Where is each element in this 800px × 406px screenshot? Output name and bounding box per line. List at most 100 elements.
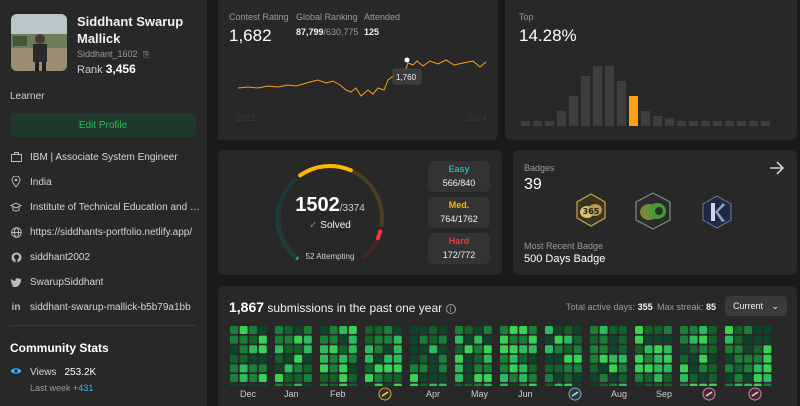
heatmap-cell[interactable] <box>509 354 518 363</box>
heatmap-cell[interactable] <box>599 326 608 334</box>
heatmap-cell[interactable] <box>708 364 717 373</box>
heatmap-cell[interactable] <box>329 335 338 344</box>
heatmap-cell[interactable] <box>239 364 248 373</box>
heatmap-cell[interactable] <box>464 374 473 382</box>
heatmap-cell[interactable] <box>348 345 357 354</box>
heatmap-cell[interactable] <box>725 326 733 334</box>
heatmap-cell[interactable] <box>744 383 753 386</box>
heatmap-cell[interactable] <box>249 354 258 363</box>
heatmap-cell[interactable] <box>654 335 663 344</box>
heatmap-cell[interactable] <box>573 383 582 386</box>
heatmap-cell[interactable] <box>528 383 537 386</box>
heatmap-cell[interactable] <box>609 383 618 386</box>
heatmap-cell[interactable] <box>239 383 248 386</box>
heatmap-cell[interactable] <box>438 345 447 354</box>
heatmap-cell[interactable] <box>320 383 328 386</box>
heatmap-cell[interactable] <box>663 354 672 363</box>
heatmap-cell[interactable] <box>725 364 733 373</box>
heatmap-cell[interactable] <box>239 354 248 363</box>
heatmap-cell[interactable] <box>663 326 672 334</box>
heatmap-cell[interactable] <box>590 335 598 344</box>
heatmap-cell[interactable] <box>609 354 618 363</box>
heatmap-cell[interactable] <box>644 364 653 373</box>
heatmap-cell[interactable] <box>365 345 373 354</box>
heatmap-cell[interactable] <box>699 374 708 382</box>
info-icon[interactable]: i <box>445 304 456 314</box>
heatmap-cell[interactable] <box>410 326 418 334</box>
heatmap-cell[interactable] <box>464 383 473 386</box>
heatmap-cell[interactable] <box>474 354 483 363</box>
heatmap-cell[interactable] <box>258 326 267 334</box>
heatmap-cell[interactable] <box>258 354 267 363</box>
heatmap-cell[interactable] <box>438 326 447 334</box>
heatmap-cell[interactable] <box>393 383 402 386</box>
heatmap-cell[interactable] <box>384 326 393 334</box>
heatmap-cell[interactable] <box>744 354 753 363</box>
heatmap-cell[interactable] <box>590 383 598 386</box>
heatmap-cell[interactable] <box>708 383 717 386</box>
heatmap-cell[interactable] <box>599 354 608 363</box>
monthly-badge-icon[interactable] <box>702 387 716 406</box>
heatmap-cell[interactable] <box>519 335 528 344</box>
heatmap-cell[interactable] <box>303 326 312 334</box>
heatmap-cell[interactable] <box>429 345 438 354</box>
heatmap-cell[interactable] <box>348 326 357 334</box>
heatmap-cell[interactable] <box>249 345 258 354</box>
heatmap-cell[interactable] <box>590 326 598 334</box>
heatmap-cell[interactable] <box>519 383 528 386</box>
heatmap-cell[interactable] <box>573 335 582 344</box>
heatmap-cell[interactable] <box>239 374 248 382</box>
heatmap-cell[interactable] <box>644 374 653 382</box>
heatmap-cell[interactable] <box>455 374 463 382</box>
heatmap-cell[interactable] <box>410 364 418 373</box>
heatmap-cell[interactable] <box>654 374 663 382</box>
heatmap-cell[interactable] <box>249 364 258 373</box>
heatmap-cell[interactable] <box>753 326 762 334</box>
heatmap-cell[interactable] <box>519 354 528 363</box>
heatmap-cell[interactable] <box>258 374 267 382</box>
heatmap-cell[interactable] <box>509 383 518 386</box>
heatmap-cell[interactable] <box>284 364 293 373</box>
heatmap-cell[interactable] <box>554 335 563 344</box>
heatmap-cell[interactable] <box>258 335 267 344</box>
heatmap-cell[interactable] <box>680 354 688 363</box>
heatmap-cell[interactable] <box>545 335 553 344</box>
heatmap-cell[interactable] <box>725 374 733 382</box>
heatmap-cell[interactable] <box>455 345 463 354</box>
heatmap-cell[interactable] <box>644 345 653 354</box>
heatmap-cell[interactable] <box>249 374 258 382</box>
heatmap-cell[interactable] <box>618 383 627 386</box>
heatmap-cell[interactable] <box>329 326 338 334</box>
heatmap-cell[interactable] <box>348 335 357 344</box>
heatmap-cell[interactable] <box>763 335 772 344</box>
heatmap-cell[interactable] <box>554 354 563 363</box>
heatmap-cell[interactable] <box>483 326 492 334</box>
heatmap-cell[interactable] <box>474 345 483 354</box>
heatmap-cell[interactable] <box>284 345 293 354</box>
heatmap-cell[interactable] <box>384 354 393 363</box>
heatmap-cell[interactable] <box>689 345 698 354</box>
heatmap-cell[interactable] <box>365 383 373 386</box>
heatmap-cell[interactable] <box>275 383 283 386</box>
heatmap-cell[interactable] <box>708 326 717 334</box>
heatmap-cell[interactable] <box>599 383 608 386</box>
heatmap-cell[interactable] <box>644 335 653 344</box>
heatmap-cell[interactable] <box>599 345 608 354</box>
heatmap-cell[interactable] <box>429 374 438 382</box>
heatmap-cell[interactable] <box>258 383 267 386</box>
heatmap-cell[interactable] <box>303 374 312 382</box>
heatmap-cell[interactable] <box>438 335 447 344</box>
heatmap-cell[interactable] <box>618 345 627 354</box>
heatmap-cell[interactable] <box>734 383 743 386</box>
heatmap-cell[interactable] <box>763 374 772 382</box>
heatmap-cell[interactable] <box>734 335 743 344</box>
heatmap-cell[interactable] <box>734 364 743 373</box>
heatmap-cell[interactable] <box>763 364 772 373</box>
heatmap-cell[interactable] <box>303 335 312 344</box>
monthly-badge-icon[interactable] <box>568 387 582 406</box>
heatmap-cell[interactable] <box>609 345 618 354</box>
badge-500-days-icon[interactable] <box>633 192 673 235</box>
heatmap-cell[interactable] <box>258 345 267 354</box>
heatmap-cell[interactable] <box>284 383 293 386</box>
heatmap-cell[interactable] <box>599 374 608 382</box>
